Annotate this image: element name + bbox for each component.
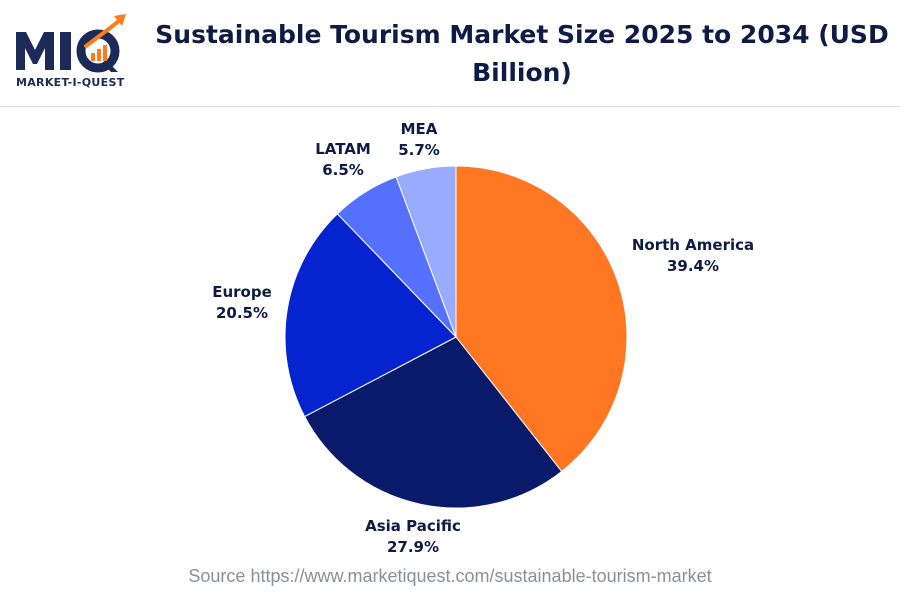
slice-label-name: Europe bbox=[212, 283, 272, 301]
slice-label-value: 39.4% bbox=[667, 257, 719, 275]
slice-label-name: Asia Pacific bbox=[365, 517, 461, 535]
source-note: Source https://www.marketiquest.com/sust… bbox=[188, 566, 712, 586]
pie-slice-europe bbox=[284, 213, 457, 418]
slice-label-name: LATAM bbox=[315, 140, 371, 158]
pie-labels: North America 39.4% Asia Pacific 27.9% Europ… bbox=[212, 120, 754, 556]
header: MARKET-I-QUEST Sustainable Tourism Marke… bbox=[0, 0, 900, 106]
slice-label-value: 27.9% bbox=[387, 538, 439, 556]
slice-label-value: 6.5% bbox=[322, 161, 364, 179]
pie-slice-asia-pacific bbox=[303, 336, 563, 509]
chart-title: Sustainable Tourism Market Size 2025 to … bbox=[155, 20, 889, 87]
pie-slices bbox=[284, 165, 628, 509]
logo-subtitle: MARKET-I-QUEST bbox=[16, 76, 125, 89]
pie-slice-mea bbox=[395, 165, 457, 338]
slice-label-name: MEA bbox=[401, 120, 438, 138]
slice-label-value: 5.7% bbox=[398, 141, 440, 159]
slice-label-name: North America bbox=[632, 236, 754, 254]
miq-logo-mark bbox=[16, 14, 126, 73]
pie-slice-north-america bbox=[455, 165, 628, 473]
header-divider bbox=[0, 106, 900, 107]
growth-arrow-icon bbox=[84, 14, 126, 48]
brand-logo[interactable]: MARKET-I-QUEST bbox=[14, 10, 144, 92]
slice-label-value: 20.5% bbox=[216, 304, 268, 322]
